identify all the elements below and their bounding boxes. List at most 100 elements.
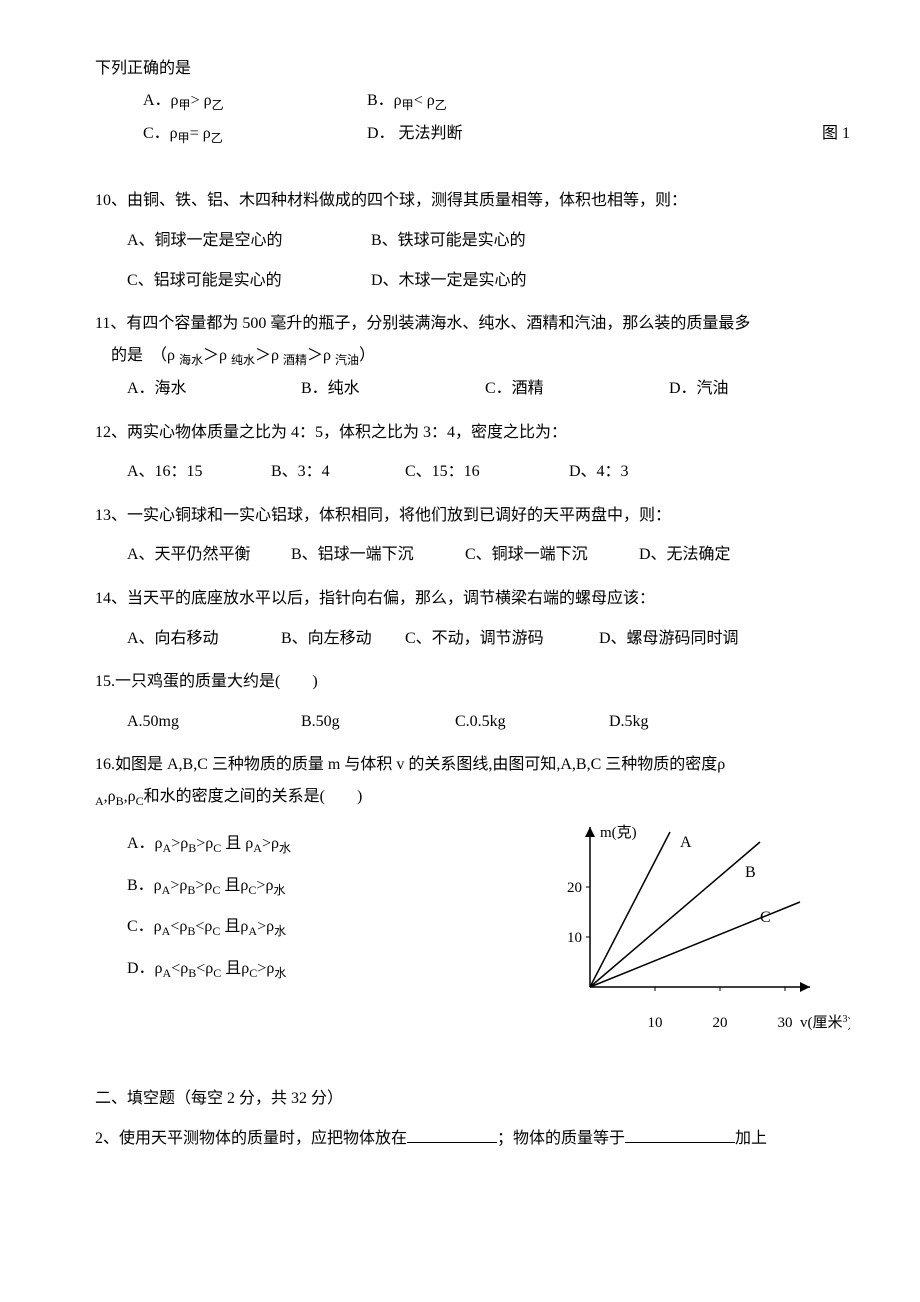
s2-q2-blank1[interactable] bbox=[407, 1126, 497, 1143]
q9-optC-pre: C．ρ bbox=[143, 125, 178, 142]
q9-optA-sub1: 甲 bbox=[179, 98, 191, 112]
q10-stem: 10、由铜、铁、铝、木四种材料做成的四个球，测得其质量相等，体积也相等，则： bbox=[95, 188, 850, 214]
q9-optB-mid: < ρ bbox=[414, 92, 435, 109]
q16D-sA: A bbox=[163, 966, 172, 980]
q9-optA-pre: A．ρ bbox=[143, 92, 179, 109]
q10-optB: B、铁球可能是实心的 bbox=[371, 232, 526, 249]
q16A-sA: A bbox=[163, 842, 172, 856]
q12-opts: A、16：15 B、3：4 C、15：16 D、4：3 bbox=[95, 459, 850, 485]
q11-stem-l1: 11、有四个容量都为 500 毫升的瓶子，分别装满海水、纯水、酒精和汽油，那么装… bbox=[95, 311, 850, 337]
q16C-l2: <ρ bbox=[195, 918, 212, 935]
q12-optC: C、15：16 bbox=[405, 459, 565, 485]
q11-opts: A．海水 B．纯水 C．酒精 D．汽油 bbox=[95, 376, 850, 402]
q16-subB: B bbox=[116, 794, 124, 808]
svg-text:20: 20 bbox=[713, 1015, 728, 1031]
q16-stem-l2: A,ρB,ρC和水的密度之间的关系是( ) bbox=[95, 784, 850, 811]
q15-stem: 15.一只鸡蛋的质量大约是( ) bbox=[95, 669, 850, 695]
svg-text:v(厘米3): v(厘米3) bbox=[800, 1014, 850, 1032]
q11-optA: A．海水 bbox=[127, 376, 297, 402]
q16C-sW: 水 bbox=[274, 924, 286, 938]
q9-optC-sub2: 乙 bbox=[211, 131, 223, 145]
q16-optC-pre: C．ρ bbox=[127, 918, 162, 935]
q10-optD: D、木球一定是实心的 bbox=[371, 272, 527, 289]
section2-heading: 二、填空题（每空 2 分，共 32 分） bbox=[95, 1086, 850, 1112]
q9-optB-sub2: 乙 bbox=[435, 98, 447, 112]
q16A-sA2: A bbox=[253, 842, 262, 856]
q16-c2: ,ρ bbox=[124, 788, 136, 805]
svg-text:A: A bbox=[680, 834, 692, 851]
q16-optA: A．ρA>ρB>ρC 且 ρA>ρ水 bbox=[127, 831, 550, 858]
q11-sub4: 汽油 bbox=[335, 353, 359, 367]
svg-text:B: B bbox=[745, 864, 756, 881]
q14-optD: D、螺母游码同时调 bbox=[599, 630, 739, 647]
q11-sub2: 纯水 bbox=[231, 353, 255, 367]
q16C-g3: >ρ bbox=[257, 918, 274, 935]
q16D-sW: 水 bbox=[274, 966, 286, 980]
q11-gt3: ＞ρ bbox=[307, 347, 335, 364]
q15-optD: D.5kg bbox=[609, 713, 649, 730]
q16A-g3: >ρ bbox=[262, 835, 279, 852]
svg-text:10: 10 bbox=[567, 930, 582, 946]
q16-subC: C bbox=[136, 794, 144, 808]
svg-text:30: 30 bbox=[778, 1015, 793, 1031]
q9-optB-pre: B．ρ bbox=[367, 92, 402, 109]
q16D-and: 且ρ bbox=[221, 960, 249, 977]
q9-optA-mid: > ρ bbox=[191, 92, 212, 109]
q11-sub1: 海水 bbox=[179, 353, 203, 367]
q16-optB-pre: B．ρ bbox=[127, 877, 162, 894]
q9-optA-sub2: 乙 bbox=[212, 98, 224, 112]
q16B-and: 且ρ bbox=[220, 877, 248, 894]
q11-optB: B．纯水 bbox=[301, 376, 481, 402]
q10-optC: C、铝球可能是实心的 bbox=[127, 268, 367, 294]
q9-optB-sub1: 甲 bbox=[402, 98, 414, 112]
q16C-and: 且ρ bbox=[220, 918, 248, 935]
q15-optB: B.50g bbox=[301, 709, 451, 735]
q12-optD: D、4：3 bbox=[569, 463, 629, 480]
q14-opts: A、向右移动 B、向左移动 C、不动，调节游码 D、螺母游码同时调 bbox=[95, 626, 850, 652]
q9-fig-label: 图 1 bbox=[822, 121, 850, 147]
q13-opts: A、天平仍然平衡 B、铝球一端下沉 C、铜球一端下沉 D、无法确定 bbox=[95, 542, 850, 568]
q14-optB: B、向左移动 bbox=[281, 626, 401, 652]
q16-optD: D．ρA<ρB<ρC 且ρC>ρ水 bbox=[127, 956, 550, 983]
q12-optA: A、16：15 bbox=[127, 459, 267, 485]
q16C-l1: <ρ bbox=[170, 918, 187, 935]
q9-optC-sub1: 甲 bbox=[178, 131, 190, 145]
q10-opts-row1: A、铜球一定是空心的 B、铁球可能是实心的 bbox=[95, 228, 850, 254]
svg-text:10: 10 bbox=[648, 1015, 663, 1031]
q16-optD-pre: D．ρ bbox=[127, 960, 163, 977]
q16A-sW: 水 bbox=[279, 842, 291, 856]
q11-gt1: ＞ρ bbox=[203, 347, 231, 364]
q15-optA: A.50mg bbox=[127, 709, 297, 735]
svg-text:20: 20 bbox=[567, 880, 582, 896]
q16-optA-pre: A．ρ bbox=[127, 835, 163, 852]
q16-c1: ,ρ bbox=[104, 788, 116, 805]
q16-chart-svg: 1020102030ABCm(克)v(厘米3) bbox=[550, 817, 850, 1047]
q9-optC-mid: = ρ bbox=[190, 125, 211, 142]
q16-stem-l1: 16.如图是 A,B,C 三种物质的质量 m 与体积 v 的关系图线,由图可知,… bbox=[95, 752, 850, 778]
q16-l2-post: 和水的密度之间的关系是( ) bbox=[144, 788, 363, 805]
s2-q2-pre: 2、使用天平测物体的质量时，应把物体放在 bbox=[95, 1130, 407, 1147]
q12-optB: B、3：4 bbox=[271, 459, 401, 485]
q11-optD: D．汽油 bbox=[669, 380, 729, 397]
q11-optC: C．酒精 bbox=[485, 376, 665, 402]
s2-q2-blank2[interactable] bbox=[625, 1126, 735, 1143]
q13-stem: 13、一实心铜球和一实心铝球，体积相同，将他们放到已调好的天平两盘中，则： bbox=[95, 503, 850, 529]
q16B-sW: 水 bbox=[273, 883, 285, 897]
q14-optC: C、不动，调节游码 bbox=[405, 626, 595, 652]
svg-text:C: C bbox=[760, 909, 771, 926]
q13-optD: D、无法确定 bbox=[639, 546, 731, 563]
q16-optB: B．ρA>ρB>ρC 且ρC>ρ水 bbox=[127, 873, 550, 900]
q16B-g3: >ρ bbox=[256, 877, 273, 894]
q16D-l2: <ρ bbox=[196, 960, 213, 977]
q11-gt2: ＞ρ bbox=[255, 347, 283, 364]
section2-q2: 2、使用天平测物体的质量时，应把物体放在；物体的质量等于加上 bbox=[95, 1126, 850, 1152]
q11-l2-post: ） bbox=[359, 347, 375, 364]
s2-q2-mid: ；物体的质量等于 bbox=[497, 1130, 625, 1147]
q9-stem: 下列正确的是 bbox=[95, 56, 850, 82]
q16A-g1: >ρ bbox=[171, 835, 188, 852]
q16D-g3: >ρ bbox=[257, 960, 274, 977]
q10-opts-row2: C、铝球可能是实心的 D、木球一定是实心的 bbox=[95, 268, 850, 294]
q16-chart: 1020102030ABCm(克)v(厘米3) bbox=[550, 817, 850, 1056]
q13-optB: B、铝球一端下沉 bbox=[291, 542, 461, 568]
q14-optA: A、向右移动 bbox=[127, 626, 277, 652]
